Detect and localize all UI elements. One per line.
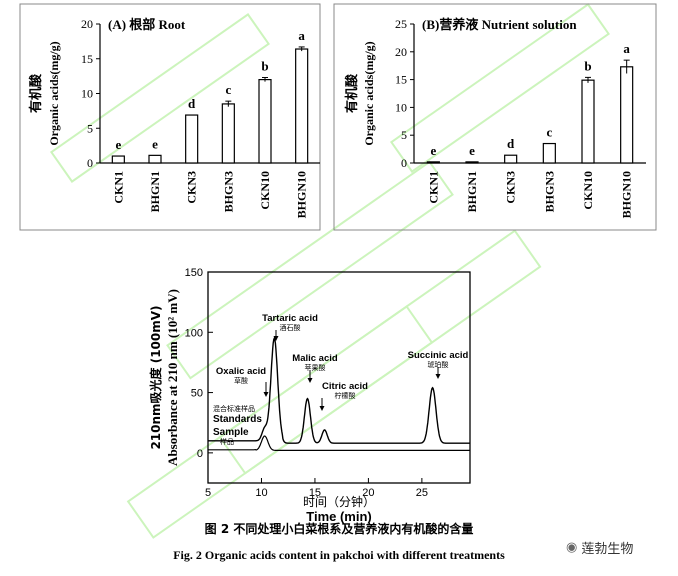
panel-b-x-tick-label: CKN1 <box>426 171 440 204</box>
panel-a-significance-letter: c <box>225 82 231 97</box>
peak-label-en: Succinic acid <box>408 350 469 361</box>
panel-b-bar <box>542 142 556 164</box>
panel-b-significance-letter: a <box>623 41 630 56</box>
panel-a-y-tick-label: 15 <box>81 52 93 66</box>
chrom-y-tick-label: 150 <box>185 267 203 279</box>
peak-label-en: Citric acid <box>322 381 368 392</box>
panel-a-ylabel-en: Organic acids(mg/g) <box>47 41 61 145</box>
panel-b-y-tick-label: 15 <box>395 73 407 87</box>
peak-arrow-head <box>273 336 279 341</box>
panel-a-bar <box>111 155 125 164</box>
panel-a-ylabel-cn: 有机酸 <box>28 73 44 113</box>
brand-name: 莲勃生物 <box>581 541 634 557</box>
panel-b-significance-letter: b <box>584 58 591 73</box>
panel-a-x-tick-label: BHGN3 <box>221 171 235 212</box>
panel-a-title: (A) 根部 Root <box>108 17 186 32</box>
panel-a-significance-letter: e <box>115 137 121 152</box>
sample-label-cn: 样品 <box>220 437 234 446</box>
chrom-plot-frame <box>207 271 471 484</box>
brand-badge: ◉ 莲勃生物 <box>566 537 633 557</box>
panel-a-y-tick-label: 10 <box>81 87 93 101</box>
panel-b-title: (B)营养液 Nutrient solution <box>422 17 577 32</box>
peak-arrow-head <box>319 406 325 411</box>
panel-b-y-tick-label: 0 <box>401 156 407 170</box>
chrom-y-tick-label: 0 <box>197 448 203 460</box>
panel-b-x-tick-label: BHGN1 <box>465 171 479 212</box>
chrom-x-tick-label: 20 <box>362 487 374 499</box>
peak-label-en: Oxalic acid <box>216 366 266 377</box>
panel-a-bar <box>185 114 199 164</box>
panel-b-frame <box>333 3 657 231</box>
chat-icon: ◉ <box>566 539 578 555</box>
panel-a-significance-letter: a <box>298 28 305 43</box>
panel-a-y-tick-label: 20 <box>81 17 93 31</box>
panel-b-significance-letter: d <box>507 136 515 151</box>
chrom-ylabel-en: Absorbance at 210 nm (10² mV) <box>165 289 180 466</box>
panel-b-x-tick-label: CKN3 <box>504 171 518 204</box>
peak-label-cn: 琥珀酸 <box>428 360 449 369</box>
panel-a-x-tick-label: BHGN1 <box>148 171 162 212</box>
panel-b-x-tick-label: BHGN10 <box>620 171 634 218</box>
chrom-x-tick-label: 15 <box>309 487 321 499</box>
panel-b-y-tick-label: 20 <box>395 45 407 59</box>
sample-label: Sample <box>213 427 249 438</box>
peak-label-en: Malic acid <box>292 353 338 364</box>
standards-label: Standards <box>213 414 262 425</box>
panel-b-significance-letter: e <box>469 143 475 158</box>
chrom-x-tick-label: 25 <box>416 487 428 499</box>
panel-b-significance-letter: c <box>546 125 552 140</box>
standards-label-cn: 混合标准样品 <box>213 404 255 413</box>
panel-b-y-tick-label: 25 <box>395 17 407 31</box>
panel-a-x-tick-label: CKN3 <box>185 171 199 204</box>
panel-a-significance-letter: e <box>152 136 158 151</box>
figure-caption-cn: 图 2 不同处理小白菜根系及营养液内有机酸的含量 <box>204 522 474 536</box>
chrom-xlabel-cn: 时间（分钟） <box>303 494 375 509</box>
chrom-xlabel-en: Time (min) <box>306 509 372 524</box>
panel-b-bar <box>465 161 479 164</box>
panel-a-x-tick-label: BHGN10 <box>295 171 309 218</box>
chrom-y-tick-label: 100 <box>185 327 203 339</box>
panel-b-x-tick-label: BHGN3 <box>542 171 556 212</box>
panel-a-x-tick-label: CKN10 <box>258 171 272 210</box>
panel-a-x-tick-label: CKN1 <box>111 171 125 204</box>
panel-b-y-tick-label: 10 <box>395 100 407 114</box>
standards-trace <box>208 336 470 444</box>
peak-label-cn: 柠檬酸 <box>335 391 356 400</box>
panel-a-bar <box>148 154 162 164</box>
figure-caption-en: Fig. 2 Organic acids content in pakchoi … <box>173 548 505 562</box>
panel-b-bar <box>426 161 440 164</box>
panel-b-ylabel-en: Organic acids(mg/g) <box>362 41 376 145</box>
panel-b-ylabel-cn: 有机酸 <box>344 73 360 113</box>
panel-a-significance-letter: d <box>188 96 196 111</box>
peak-label-cn: 苹果酸 <box>305 363 326 372</box>
panel-a-y-tick-label: 5 <box>87 121 93 135</box>
peak-label-en: Tartaric acid <box>262 313 318 324</box>
panel-b-bar <box>504 154 518 164</box>
chrom-y-tick-label: 50 <box>191 388 203 400</box>
peak-label-cn: 酒石酸 <box>280 323 301 332</box>
chrom-x-tick-label: 5 <box>205 487 211 499</box>
panel-a-y-tick-label: 0 <box>87 156 93 170</box>
peak-arrow-head <box>263 392 269 397</box>
panel-b-x-tick-label: CKN10 <box>581 171 595 210</box>
panel-b-y-tick-label: 5 <box>401 128 407 142</box>
peak-label-cn: 草酸 <box>234 376 248 385</box>
panel-b-significance-letter: e <box>430 143 436 158</box>
panel-a-significance-letter: b <box>261 59 268 74</box>
chrom-ylabel-cn: 210nm吸光度 (100mV) <box>148 305 163 449</box>
sample-trace <box>208 435 470 451</box>
panel-a-frame <box>19 3 321 231</box>
peak-arrow-head <box>307 378 313 383</box>
peak-arrow-head <box>435 374 441 379</box>
chrom-x-tick-label: 10 <box>255 487 267 499</box>
